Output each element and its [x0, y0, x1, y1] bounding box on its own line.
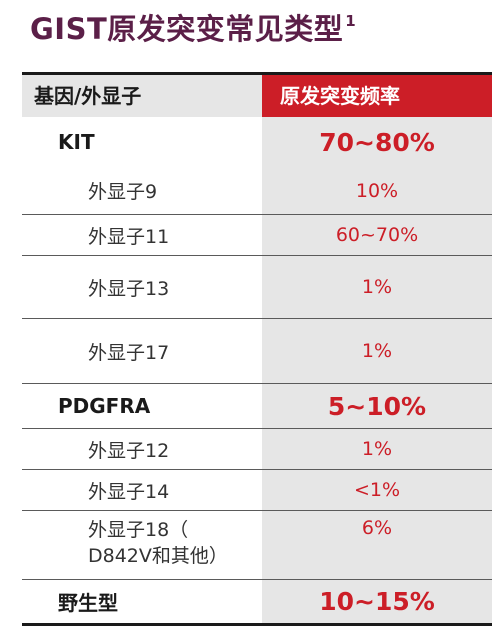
table-row-kit-exon9: 外显子9 10% — [22, 167, 492, 214]
table-top-rule — [22, 72, 492, 75]
table-row-pdgfra: PDGFRA 5~10% — [22, 384, 492, 428]
gene-cell: 外显子11 — [88, 225, 170, 248]
gene-cell: PDGFRA — [58, 394, 151, 418]
frequency-cell: 6% — [361, 517, 393, 539]
row-divider — [22, 383, 492, 384]
frequency-cell: 1% — [361, 340, 393, 362]
gene-cell: 外显子12 — [88, 439, 170, 462]
frequency-cell: <1% — [353, 479, 401, 501]
frequency-cell: 60~70% — [335, 224, 419, 246]
row-divider — [22, 469, 492, 470]
frequency-cell: 1% — [361, 276, 393, 298]
row-divider — [22, 255, 492, 256]
row-divider — [22, 318, 492, 319]
gene-cell-line-1: 外显子18（ — [88, 519, 189, 541]
frequency-cell: 1% — [361, 438, 393, 460]
table-row-kit-exon17: 外显子17 1% — [22, 319, 492, 383]
table-row-kit-exon13: 外显子13 1% — [22, 256, 492, 318]
frequency-cell: 5~10% — [327, 391, 427, 421]
gene-cell: 野生型 — [58, 591, 118, 615]
row-divider — [22, 510, 492, 511]
gene-cell: 外显子9 — [88, 181, 158, 203]
gene-cell: 外显子14 — [88, 480, 170, 503]
page-title: GIST原发突变常见类型 1 — [30, 6, 356, 48]
frequency-cell: 10~15% — [319, 587, 435, 616]
table-row-kit: KIT 70~80% — [22, 117, 492, 167]
table-row-wild-type: 野生型 10~15% — [22, 580, 492, 623]
header-frequency-label: 原发突变频率 — [280, 84, 400, 108]
table-row-pdgfra-exon18: 外显子18（ D842V和其他） 6% — [22, 511, 492, 579]
gene-cell: 外显子18（ D842V和其他） — [22, 511, 228, 579]
header-gene-label: 基因/外显子 — [34, 84, 142, 108]
table-bottom-rule — [22, 623, 492, 626]
gene-cell-line-2: D842V和其他） — [88, 545, 228, 567]
frequency-cell: 70~80% — [319, 127, 435, 157]
gene-cell: KIT — [58, 130, 95, 154]
mutation-frequency-table: 基因/外显子 原发突变频率 KIT 70~80% 外显子9 10% 外显子11 … — [22, 72, 492, 626]
gene-cell: 外显子13 — [88, 277, 170, 300]
frequency-column-shading — [262, 72, 492, 626]
title-text: GIST原发突变常见类型 — [30, 12, 344, 46]
table-row-pdgfra-exon12: 外显子12 1% — [22, 429, 492, 469]
row-divider — [22, 579, 492, 580]
gene-cell-lines: 外显子18（ D842V和其他） — [88, 517, 228, 569]
gene-cell: 外显子17 — [88, 341, 170, 364]
header-gene-cell — [22, 75, 262, 117]
table-row-kit-exon11: 外显子11 60~70% — [22, 215, 492, 255]
row-divider — [22, 214, 492, 215]
title-footnote-marker: 1 — [345, 12, 357, 30]
header-frequency-cell — [262, 75, 492, 117]
row-divider — [22, 428, 492, 429]
table-row-pdgfra-exon14: 外显子14 <1% — [22, 470, 492, 510]
frequency-cell: 10% — [355, 179, 399, 202]
